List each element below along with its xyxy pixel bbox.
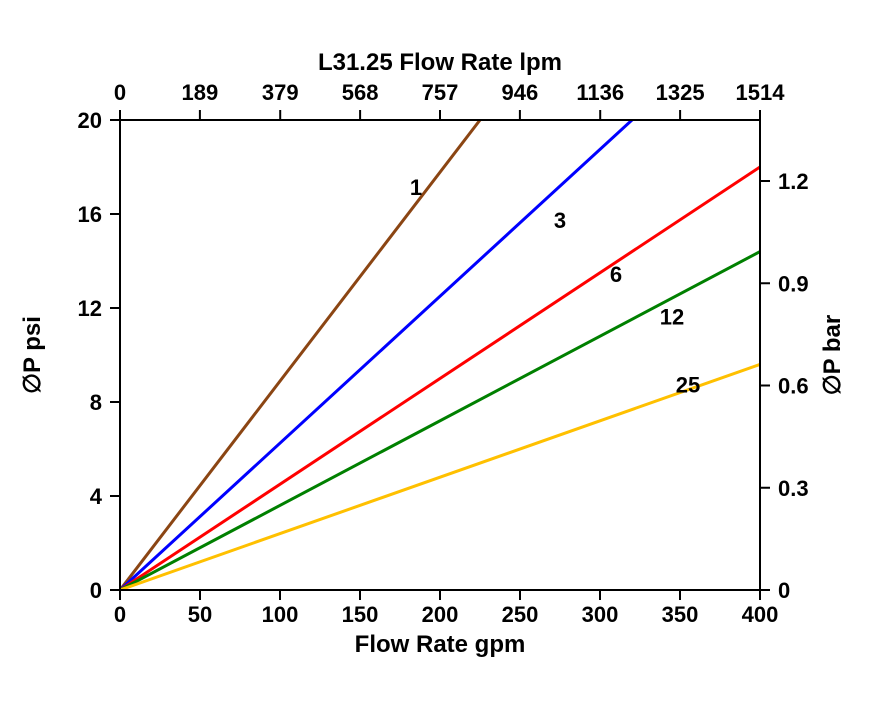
series-label-12: 12 bbox=[660, 304, 684, 329]
xt-tick-label: 757 bbox=[422, 80, 459, 105]
xt-tick-label: 1325 bbox=[656, 80, 705, 105]
yl-tick-label: 0 bbox=[90, 578, 102, 603]
xb-tick-label: 400 bbox=[742, 602, 779, 627]
xb-tick-label: 150 bbox=[342, 602, 379, 627]
x-top-label: L31.25 Flow Rate lpm bbox=[318, 49, 562, 76]
yr-tick-label: 0.9 bbox=[778, 271, 809, 296]
xt-tick-label: 189 bbox=[182, 80, 219, 105]
chart-background bbox=[0, 0, 886, 702]
xb-tick-label: 0 bbox=[114, 602, 126, 627]
xt-tick-label: 0 bbox=[114, 80, 126, 105]
yr-tick-label: 1.2 bbox=[778, 169, 809, 194]
series-label-6: 6 bbox=[610, 262, 622, 287]
xb-tick-label: 250 bbox=[502, 602, 539, 627]
chart-svg: 0501001502002503003504000189379568757946… bbox=[0, 0, 886, 702]
xb-tick-label: 350 bbox=[662, 602, 699, 627]
y-left-label: ∅P psi bbox=[19, 316, 46, 394]
yl-tick-label: 16 bbox=[78, 202, 102, 227]
yr-tick-label: 0 bbox=[778, 578, 790, 603]
xt-tick-label: 379 bbox=[262, 80, 299, 105]
x-bottom-label: Flow Rate gpm bbox=[355, 631, 526, 658]
yl-tick-label: 8 bbox=[90, 390, 102, 415]
yr-tick-label: 0.6 bbox=[778, 374, 809, 399]
xb-tick-label: 200 bbox=[422, 602, 459, 627]
yl-tick-label: 20 bbox=[78, 108, 102, 133]
yl-tick-label: 12 bbox=[78, 296, 102, 321]
xb-tick-label: 50 bbox=[188, 602, 212, 627]
xt-tick-label: 946 bbox=[502, 80, 539, 105]
series-label-3: 3 bbox=[554, 208, 566, 233]
series-label-1: 1 bbox=[410, 175, 422, 200]
xb-tick-label: 100 bbox=[262, 602, 299, 627]
yl-tick-label: 4 bbox=[90, 484, 103, 509]
y-right-label: ∅P bar bbox=[819, 315, 846, 396]
xt-tick-label: 1136 bbox=[576, 80, 624, 105]
series-label-25: 25 bbox=[676, 373, 700, 398]
flow-rate-chart: 0501001502002503003504000189379568757946… bbox=[0, 0, 886, 702]
yr-tick-label: 0.3 bbox=[778, 476, 809, 501]
xb-tick-label: 300 bbox=[582, 602, 619, 627]
xt-tick-label: 1514 bbox=[736, 80, 786, 105]
xt-tick-label: 568 bbox=[342, 80, 379, 105]
